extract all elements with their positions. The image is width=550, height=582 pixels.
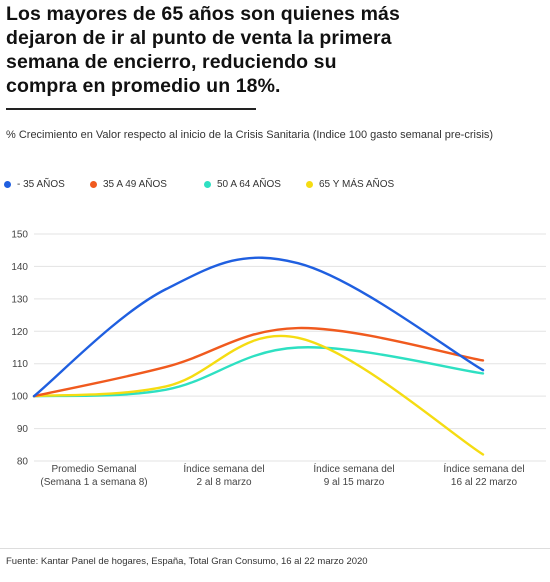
x-tick-label: Índice semana del — [443, 462, 524, 475]
y-tick-label: 110 — [12, 359, 28, 370]
legend-label: 65 Y MÁS AÑOS — [319, 179, 395, 190]
headline-line: compra en promedio un 18%. — [6, 75, 281, 97]
headline-underline — [6, 108, 256, 110]
legend-item-35-49: 35 A 49 AÑOS — [90, 179, 167, 190]
legend-label: - 35 AÑOS — [17, 179, 65, 190]
legend-swatch-orange — [90, 181, 97, 188]
headline-line: semana de encierro, reduciendo su — [6, 51, 337, 73]
series-line-2 — [32, 326, 485, 398]
y-tick-label: 130 — [11, 294, 28, 305]
series-line-3 — [32, 346, 485, 398]
legend-item-50-64: 50 A 64 AÑOS — [204, 179, 281, 190]
chart-legend: - 35 AÑOS 35 A 49 AÑOS 50 A 64 AÑOS 65 Y… — [0, 179, 550, 193]
x-tick-label: 16 al 22 marzo — [451, 477, 518, 488]
y-tick-label: 90 — [17, 424, 29, 435]
x-tick-label: Índice semana del — [183, 462, 264, 475]
series-line-4 — [32, 334, 485, 456]
legend-item-65-plus: 65 Y MÁS AÑOS — [306, 179, 394, 190]
source-note: Fuente: Kantar Panel de hogares, España,… — [6, 556, 368, 567]
y-tick-label: 120 — [11, 327, 28, 338]
chart-subtitle: % Crecimiento en Valor respecto al inici… — [6, 129, 494, 141]
headline: Los mayores de 65 años son quienes más d… — [6, 2, 546, 98]
x-tick-label: Índice semana del — [313, 462, 394, 475]
x-tick-label: 9 al 15 marzo — [324, 477, 385, 488]
legend-swatch-teal — [204, 181, 211, 188]
line-chart: 80 90 100 110 120 130 140 150 Promedio Semanal (S… — [11, 230, 546, 488]
legend-swatch-yellow — [306, 181, 313, 188]
legend-label: 35 A 49 AÑOS — [103, 179, 167, 190]
legend-item-under-35: - 35 AÑOS — [4, 179, 65, 190]
x-tick-label: 2 al 8 marzo — [196, 477, 251, 488]
y-tick-label: 150 — [11, 230, 28, 241]
headline-line: Los mayores de 65 años son quienes más — [6, 3, 400, 25]
y-tick-label: 80 — [17, 457, 29, 468]
series-line-1 — [32, 256, 485, 398]
y-tick-label: 140 — [11, 262, 28, 273]
footer-divider — [0, 548, 550, 549]
y-tick-label: 100 — [11, 392, 28, 403]
x-tick-label: Promedio Semanal — [51, 464, 136, 475]
x-tick-label: (Semana 1 a semana 8) — [40, 477, 147, 488]
legend-label: 50 A 64 AÑOS — [217, 179, 281, 190]
legend-swatch-blue — [4, 181, 11, 188]
headline-line: dejaron de ir al punto de venta la prime… — [6, 27, 392, 49]
